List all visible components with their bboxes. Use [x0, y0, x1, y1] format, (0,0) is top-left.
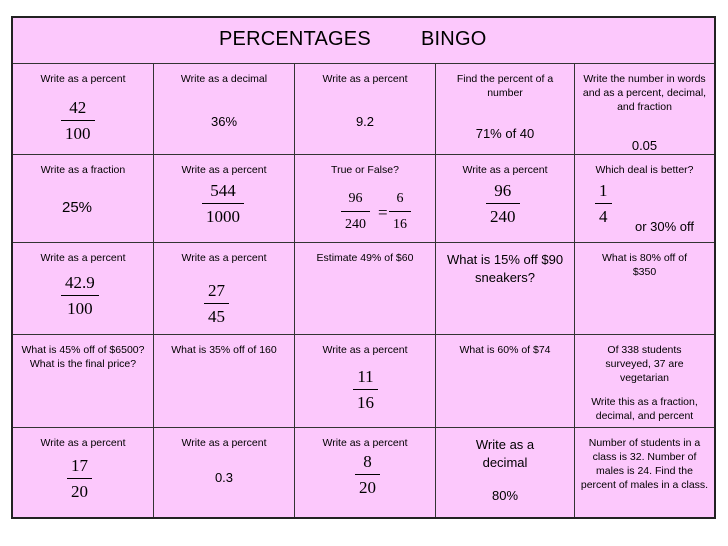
- cell-label: Write as a percent: [322, 437, 408, 449]
- numerator: 42.9: [65, 273, 95, 292]
- cell-r1-c4: Find the percent of a number 71% of 40: [436, 64, 575, 155]
- cell-r3-c2: Write as a percent 27 45: [154, 243, 295, 335]
- denominator: 20: [359, 478, 376, 497]
- cell-r4-c1: What is 45% off of $6500? What is the fi…: [13, 335, 154, 428]
- denominator: 4: [599, 207, 608, 226]
- numerator: 96: [494, 181, 512, 200]
- cell-label: Of 338 students surveyed, 37 are vegetar…: [605, 344, 684, 384]
- numerator: 27: [208, 281, 225, 300]
- cell-value: 0.3: [214, 470, 234, 485]
- cell-label: Write as a percent: [181, 164, 267, 176]
- denominator: 16: [393, 217, 407, 232]
- title-word-percentages: PERCENTAGES: [219, 28, 371, 50]
- cell-r1-c3: Write as a percent 9.2: [295, 64, 436, 155]
- cell-label: Write as a percent: [181, 437, 267, 449]
- cell-label: Find the percent of a number: [456, 73, 554, 99]
- cell-label: Write as a percent: [462, 164, 548, 176]
- cell-label: What is 45% off of $6500? What is the fi…: [21, 344, 145, 370]
- cell-value: 71% of 40: [475, 126, 535, 141]
- cell-label: What is 15% off $90 sneakers?: [446, 252, 564, 285]
- cell-r5-c3: Write as a percent 8 20: [295, 428, 436, 517]
- cell-label: Write as a percent: [40, 73, 126, 85]
- numerator: 17: [71, 456, 88, 475]
- numerator: 8: [363, 452, 372, 471]
- cell-r1-c5: Write the number in words and as a perce…: [575, 64, 714, 155]
- cell-label: Write as a percent: [181, 252, 267, 264]
- cell-label: Write as a percent: [40, 437, 126, 449]
- cell-r4-c5: Of 338 students surveyed, 37 are vegetar…: [575, 335, 714, 428]
- cell-value: 36%: [210, 114, 238, 129]
- cell-r1-c2: Write as a decimal 36%: [154, 64, 295, 155]
- bingo-sheet: PERCENTAGES BINGO Write as a percent 42 1…: [11, 16, 716, 519]
- cell-r2-c4: Write as a percent 96 240: [436, 155, 575, 243]
- cell-r5-c1: Write as a percent 17 20: [13, 428, 154, 517]
- fraction: 42 100: [61, 98, 95, 144]
- cell-label: Write as a decimal: [180, 73, 268, 85]
- cell-value: 9.2: [355, 114, 375, 129]
- denominator: 45: [208, 307, 225, 326]
- title-word-bingo: BINGO: [421, 28, 487, 50]
- cell-r3-c1: Write as a percent 42.9 100: [13, 243, 154, 335]
- numerator: 544: [210, 181, 236, 200]
- cell-value: 25%: [61, 199, 93, 216]
- fraction: 11 16: [353, 367, 378, 413]
- cell-label: Number of students in a class is 32. Num…: [580, 437, 709, 491]
- numerator: 1: [599, 181, 608, 200]
- cell-value: 0.05: [631, 138, 658, 153]
- fraction: 544 1000: [202, 181, 244, 227]
- fraction: 17 20: [67, 456, 92, 502]
- numerator: 96: [348, 191, 363, 206]
- cell-r3-c3: Estimate 49% of $60: [295, 243, 436, 335]
- cell-r5-c5: Number of students in a class is 32. Num…: [575, 428, 714, 517]
- fraction: 27 45: [204, 281, 229, 327]
- cell-r5-c4: Write as a decimal 80%: [436, 428, 575, 517]
- denominator: 240: [490, 207, 516, 226]
- cell-r2-c2: Write as a percent 544 1000: [154, 155, 295, 243]
- equals-sign: =: [378, 203, 388, 222]
- numerator: 42: [69, 98, 87, 117]
- cell-label: Estimate 49% of $60: [316, 252, 414, 264]
- denominator: 240: [345, 217, 366, 232]
- cell-value-suffix: or 30% off: [635, 219, 695, 234]
- cell-r3-c5: What is 80% off of $350: [575, 243, 714, 335]
- cell-r4-c3: Write as a percent 11 16: [295, 335, 436, 428]
- fraction-right: 6 16: [389, 189, 411, 235]
- numerator: 11: [357, 367, 374, 386]
- cell-label: Write as a percent: [40, 252, 126, 264]
- fraction: 96 240: [486, 181, 520, 227]
- cell-label: What is 60% of $74: [459, 344, 551, 356]
- cell-r4-c4: What is 60% of $74: [436, 335, 575, 428]
- cell-r2-c1: Write as a fraction 25%: [13, 155, 154, 243]
- cell-label: True or False?: [331, 164, 399, 176]
- denominator: 100: [67, 299, 93, 318]
- cell-label: Write as a decimal: [475, 437, 535, 470]
- denominator: 16: [357, 393, 374, 412]
- cell-label: Write as a percent: [322, 73, 408, 85]
- title-bar: PERCENTAGES BINGO: [13, 18, 714, 64]
- cell-value: 80%: [491, 488, 519, 503]
- cell-r1-c1: Write as a percent 42 100: [13, 64, 154, 155]
- denominator: 20: [71, 482, 88, 501]
- bingo-grid: Write as a percent 42 100 Write as a deci…: [13, 64, 714, 517]
- cell-label: What is 35% off of 160: [171, 344, 277, 356]
- cell-label: Write the number in words and as a perce…: [582, 73, 707, 113]
- cell-r5-c2: Write as a percent 0.3: [154, 428, 295, 517]
- numerator: 6: [396, 191, 404, 206]
- cell-label-secondary: Write this as a fraction, decimal, and p…: [591, 396, 698, 422]
- cell-r2-c3: True or False? 96 240 = 6 16: [295, 155, 436, 243]
- cell-r4-c2: What is 35% off of 160: [154, 335, 295, 428]
- denominator: 1000: [206, 207, 240, 226]
- cell-label: What is 80% off of $350: [601, 252, 687, 278]
- fraction-left: 96 240: [341, 189, 370, 235]
- cell-label: Which deal is better?: [595, 164, 694, 176]
- denominator: 100: [65, 124, 91, 143]
- fraction: 42.9 100: [61, 273, 99, 319]
- cell-label: Write as a percent: [322, 344, 408, 356]
- cell-label: Write as a fraction: [40, 164, 126, 176]
- fraction: 8 20: [355, 452, 380, 498]
- cell-r3-c4: What is 15% off $90 sneakers?: [436, 243, 575, 335]
